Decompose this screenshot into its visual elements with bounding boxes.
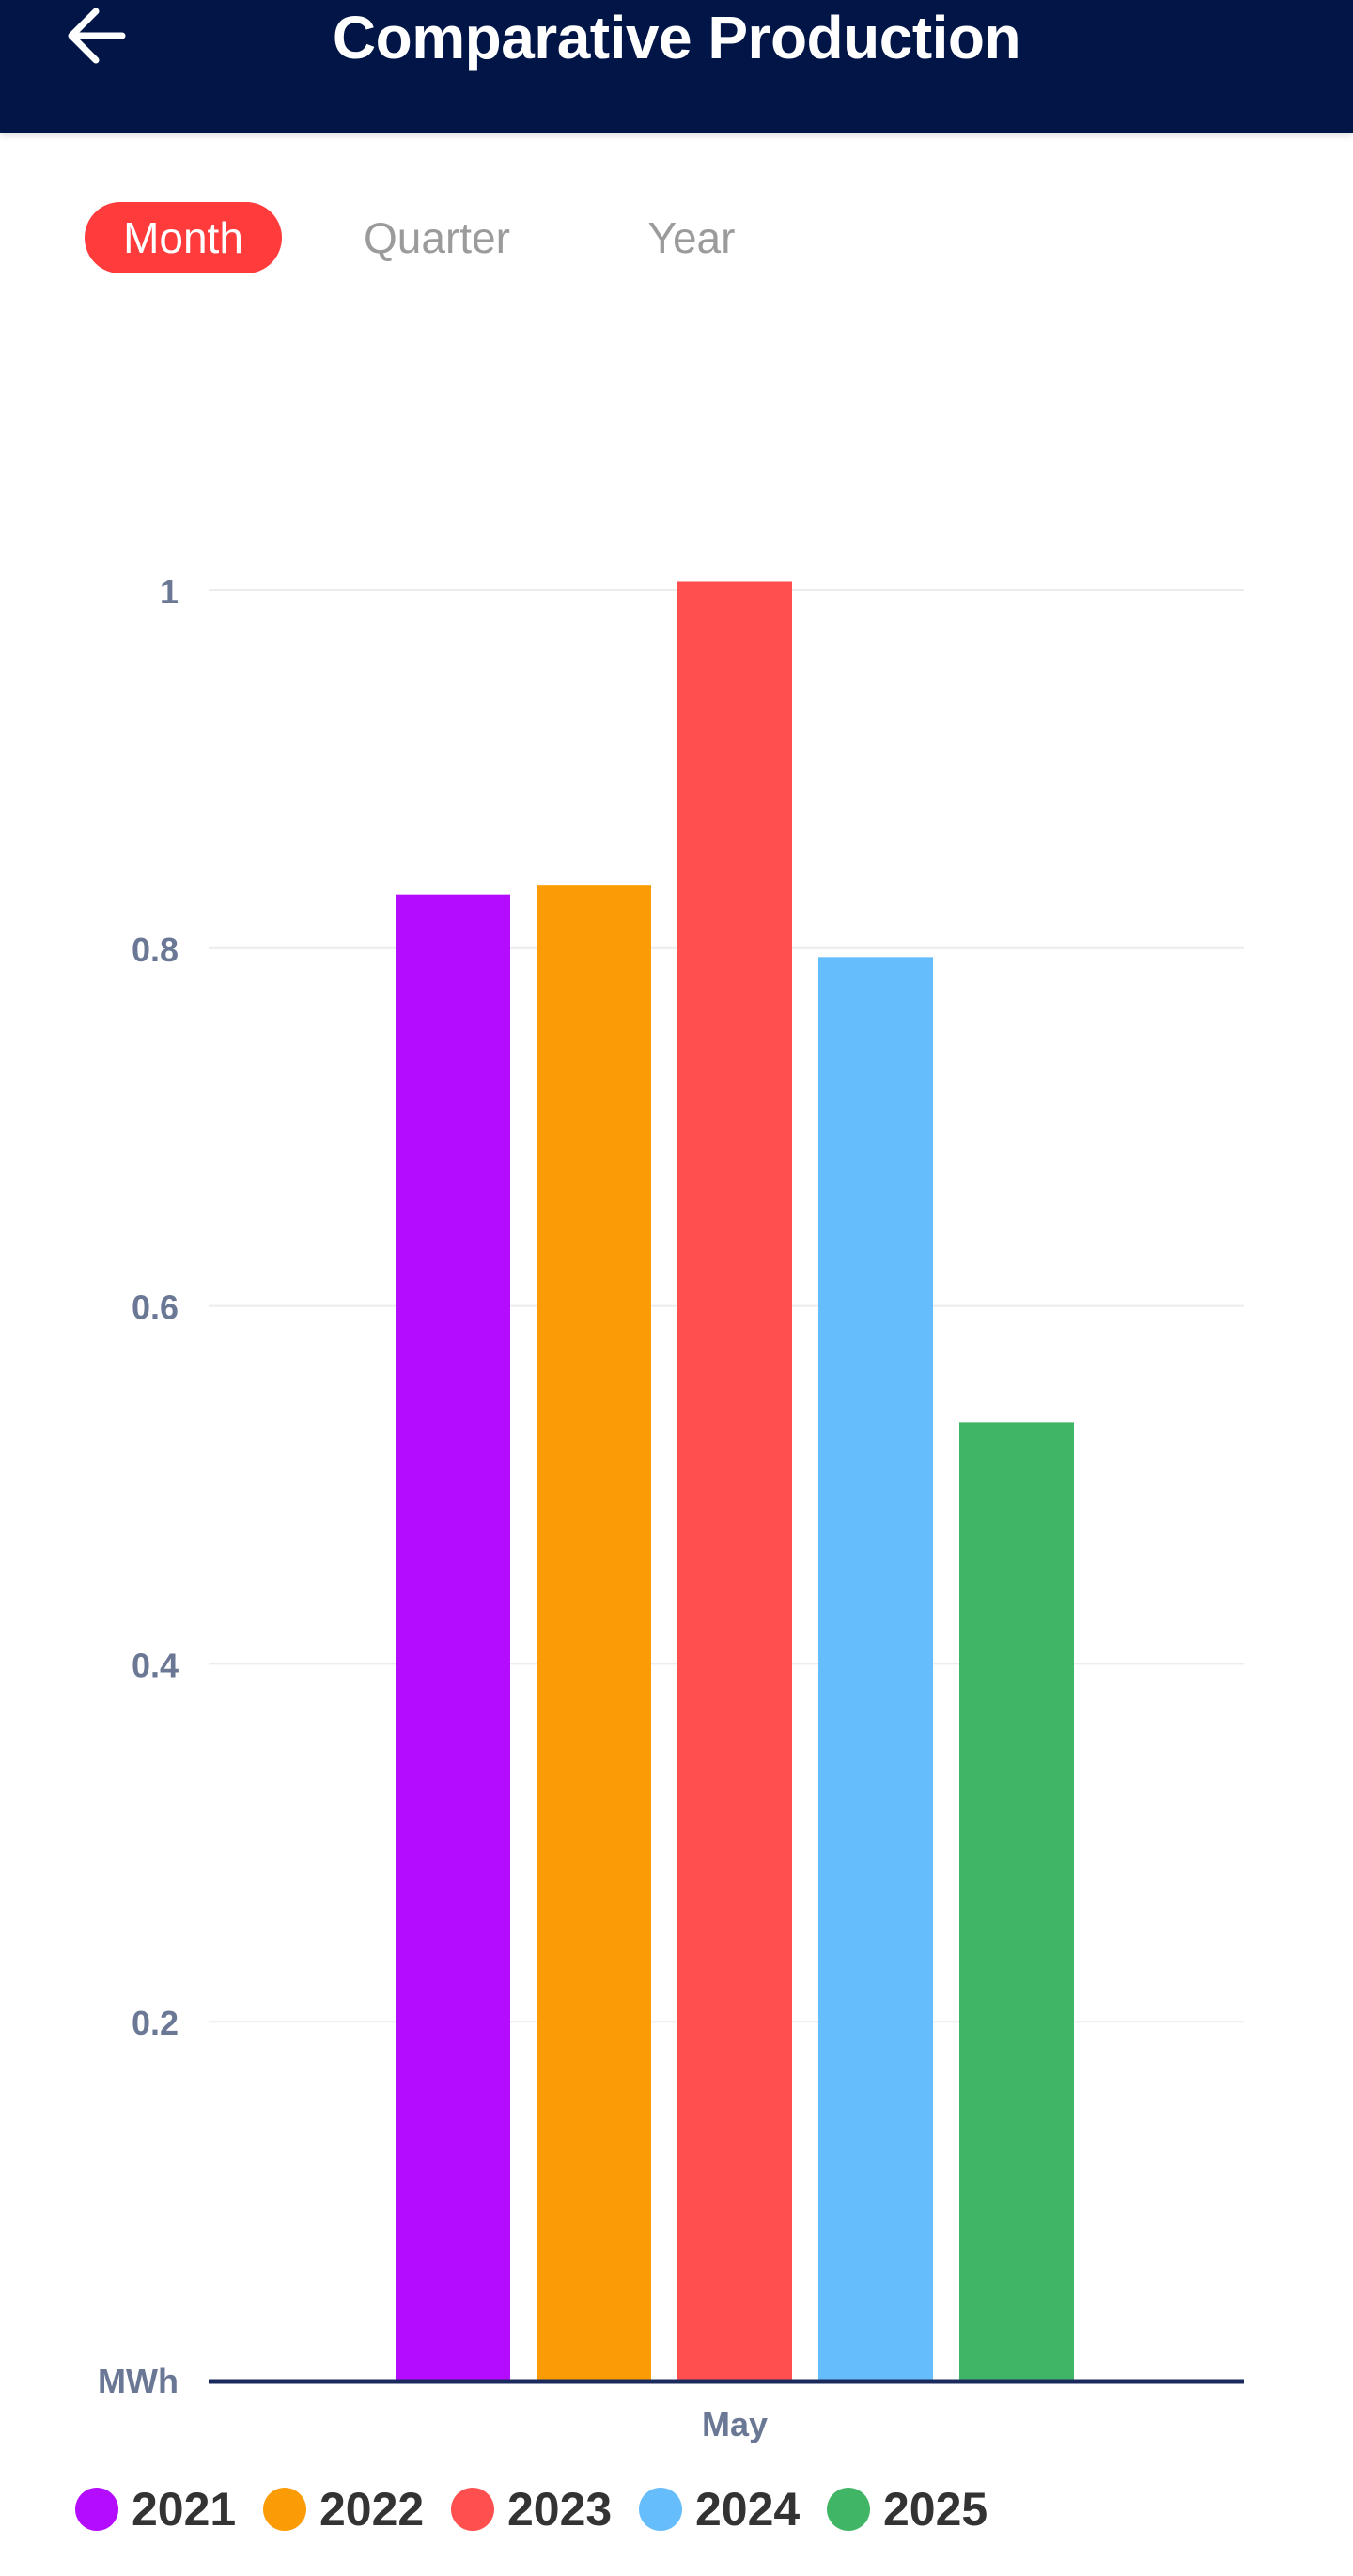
legend-label: 2021 (132, 2483, 237, 2536)
legend-label: 2023 (507, 2483, 613, 2536)
production-bar-chart: 0.2 0.4 0.6 0.8 1 MWh May (98, 572, 1244, 2443)
bar-2025 (959, 1422, 1074, 2380)
tab-month[interactable]: Month (85, 202, 282, 273)
legend-label: 2024 (695, 2483, 801, 2536)
back-button[interactable] (56, 0, 141, 75)
y-tick-label: 0.8 (132, 930, 179, 969)
y-tick-label: 1 (160, 572, 179, 611)
bar-2021 (396, 894, 510, 2381)
legend-label: 2025 (883, 2483, 988, 2536)
legend-label: 2022 (319, 2483, 425, 2536)
y-tick-label: 0.2 (132, 2004, 179, 2042)
legend-item-2024[interactable]: 2024 (639, 2472, 817, 2547)
y-tick-label: 0.6 (132, 1288, 179, 1327)
app-header: Comparative Production (0, 0, 1353, 133)
bar-2023 (677, 581, 792, 2380)
page-title: Comparative Production (332, 4, 1021, 71)
legend-dot-icon (827, 2488, 870, 2531)
legend-item-2025[interactable]: 2025 (827, 2472, 1005, 2547)
legend-dot-icon (451, 2488, 494, 2531)
legend-item-2021[interactable]: 2021 (75, 2472, 254, 2547)
bar-2024 (818, 957, 933, 2380)
tab-year[interactable]: Year (647, 213, 736, 262)
y-tick-label: 0.4 (132, 1646, 179, 1684)
legend-item-2023[interactable]: 2023 (451, 2472, 630, 2547)
legend-dot-icon (75, 2488, 118, 2531)
y-axis-unit-label: MWh (98, 2362, 179, 2400)
legend-dot-icon (263, 2488, 306, 2531)
legend-dot-icon (639, 2488, 682, 2531)
tab-quarter[interactable]: Quarter (364, 213, 510, 262)
legend-item-2022[interactable]: 2022 (263, 2472, 442, 2547)
bar-2022 (537, 885, 651, 2381)
x-tick-label: May (702, 2405, 768, 2443)
arrow-left-icon (68, 8, 126, 64)
